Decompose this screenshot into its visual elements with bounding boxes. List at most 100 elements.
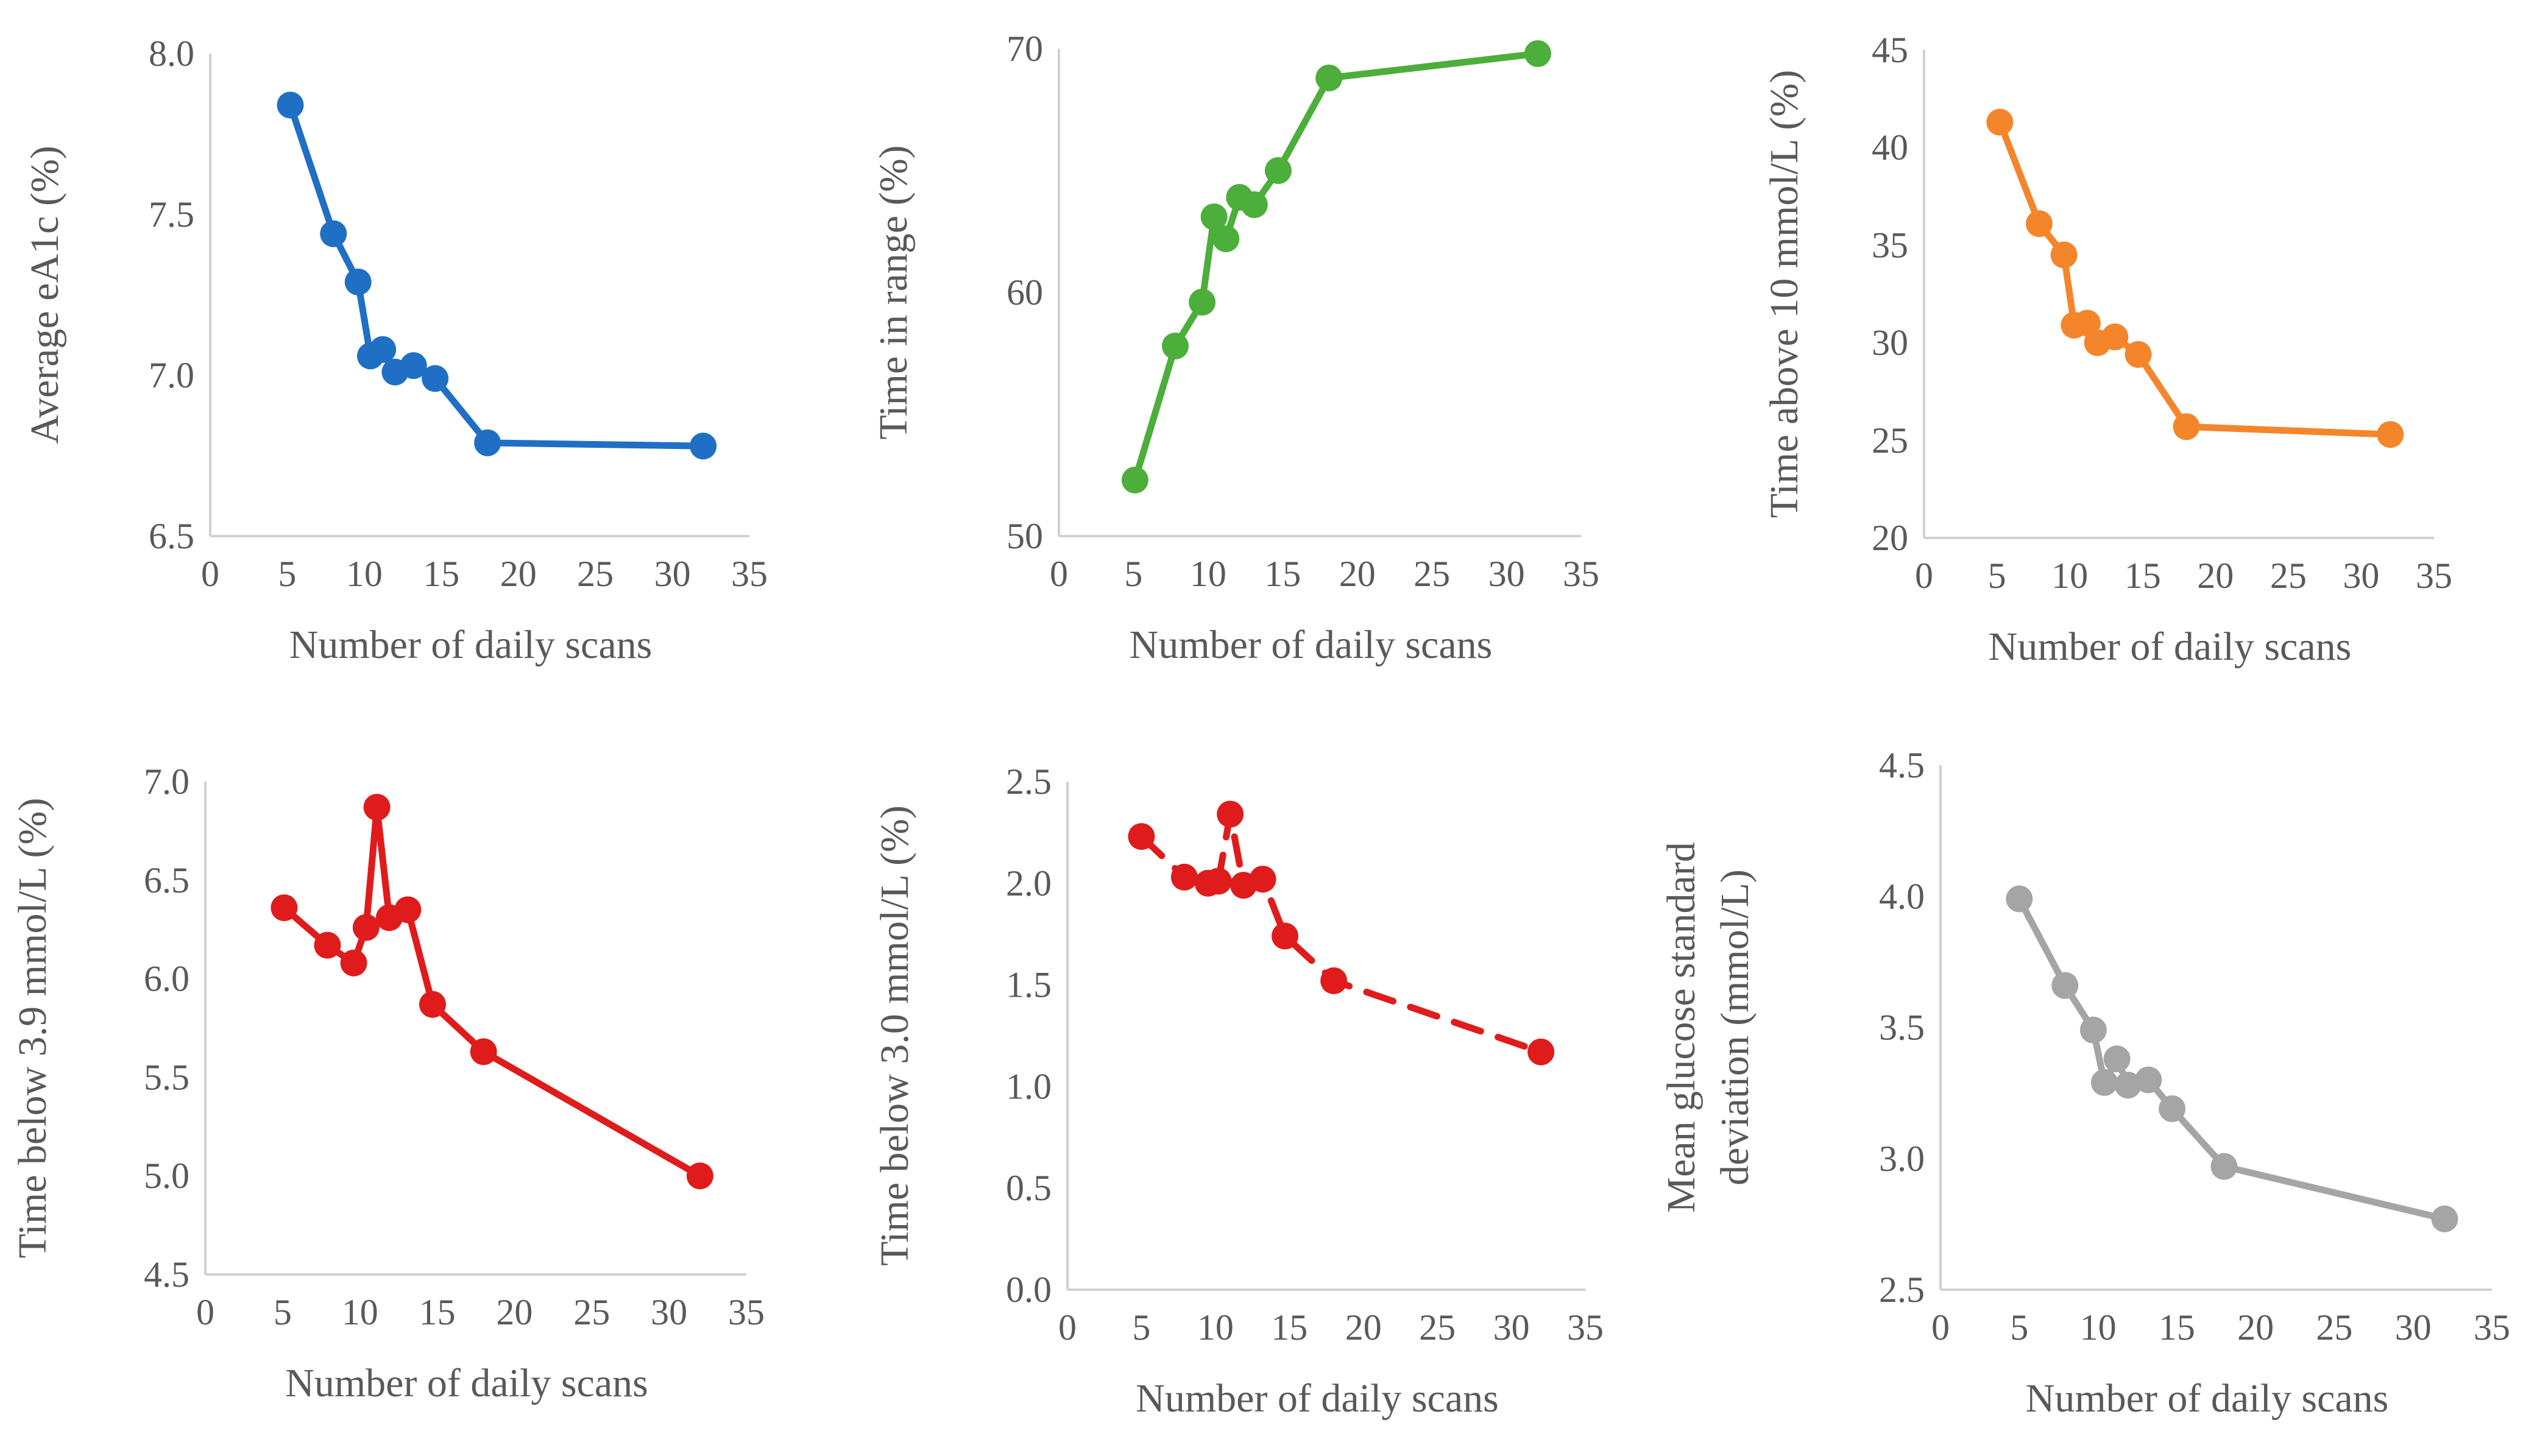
data-point xyxy=(1264,157,1292,184)
x-tick-label: 10 xyxy=(1190,554,1226,594)
data-point xyxy=(2125,341,2152,368)
data-point xyxy=(344,268,372,295)
data-point xyxy=(1189,289,1216,316)
x-tick-label: 25 xyxy=(2270,556,2307,596)
data-point xyxy=(1200,203,1228,230)
x-tick-label: 25 xyxy=(2316,1307,2352,1348)
y-tick-label: 2.5 xyxy=(1879,1270,1925,1310)
data-point xyxy=(1527,1038,1555,1065)
x-tick-label: 15 xyxy=(2125,556,2161,596)
y-axis-label: Time above 10 mmol/L (%) xyxy=(1762,70,1806,518)
data-point xyxy=(470,1038,497,1065)
y-axis-label: Time below 3.0 mmol/L (%) xyxy=(872,805,917,1266)
x-tick-label: 15 xyxy=(423,554,459,594)
data-point xyxy=(422,365,449,392)
data-point xyxy=(352,914,380,941)
y-tick-label: 6.0 xyxy=(144,959,189,999)
x-tick-label: 0 xyxy=(1915,556,1933,596)
data-point xyxy=(1315,65,1343,91)
data-point xyxy=(474,429,501,456)
data-point xyxy=(363,794,391,821)
data-point xyxy=(369,336,397,363)
data-point xyxy=(2079,1016,2107,1044)
x-tick-label: 20 xyxy=(2237,1307,2274,1348)
x-axis-label: Number of daily scans xyxy=(2026,1376,2389,1421)
x-tick-label: 30 xyxy=(654,554,691,594)
y-tick-label: 60 xyxy=(1007,272,1043,313)
y-tick-label: 50 xyxy=(1007,516,1043,556)
data-point xyxy=(1161,333,1189,359)
data-point xyxy=(2006,885,2033,913)
data-point xyxy=(400,352,427,380)
x-tick-label: 15 xyxy=(1271,1307,1307,1348)
data-point xyxy=(314,931,341,959)
y-tick-label: 7.0 xyxy=(149,355,194,395)
y-tick-label: 40 xyxy=(1872,127,1908,168)
y-tick-label: 6.5 xyxy=(144,860,189,900)
data-point xyxy=(2025,210,2053,238)
x-tick-label: 25 xyxy=(1414,554,1450,594)
data-point xyxy=(1249,866,1276,893)
y-tick-label: 0.0 xyxy=(1006,1270,1052,1310)
x-tick-label: 5 xyxy=(2010,1307,2028,1348)
y-tick-label: 0.5 xyxy=(1006,1168,1052,1208)
x-axis-label: Number of daily scans xyxy=(285,1361,648,1405)
data-point xyxy=(419,991,446,1018)
chart-panel-6: 0 5 10 15 20 25 30 35 2.5 3.0 3.5 4.0 4.5 Number of d… xyxy=(1659,745,2510,1421)
x-tick-label: 30 xyxy=(2343,556,2379,596)
x-tick-label: 5 xyxy=(1124,554,1142,594)
x-tick-label: 35 xyxy=(1567,1307,1604,1348)
y-tick-label: 4.0 xyxy=(1879,876,1925,916)
data-point xyxy=(2051,972,2079,999)
y-tick-label: 3.0 xyxy=(1879,1139,1925,1179)
data-point xyxy=(271,894,298,922)
y-tick-label: 7.5 xyxy=(149,194,194,235)
x-tick-label: 35 xyxy=(2416,556,2452,596)
chart-panel-5: 0 5 10 15 20 25 30 35 0.0 0.5 1.0 1.5 2.0 2.5 Number o… xyxy=(872,762,1604,1421)
y-tick-label: 70 xyxy=(1007,29,1043,69)
x-axis-label: Number of daily scans xyxy=(1136,1376,1499,1421)
x-axis-label: Number of daily scans xyxy=(289,623,653,667)
chart-panel-1: 0 5 10 15 20 25 30 35 6.5 7.0 7.5 8.0 Number of dail… xyxy=(23,34,768,667)
y-tick-label: 7.0 xyxy=(144,762,189,802)
data-point xyxy=(1524,40,1551,67)
y-axis-label: Mean glucose standard xyxy=(1659,842,1704,1212)
series-line xyxy=(2015,896,2448,1223)
x-tick-label: 25 xyxy=(1419,1307,1456,1348)
chart-panel-2: 0 5 10 15 20 25 30 35 50 60 70 Number of daily scan… xyxy=(871,29,1599,667)
x-tick-label: 35 xyxy=(731,554,768,594)
data-point xyxy=(1272,922,1298,950)
data-point xyxy=(686,1162,713,1190)
y-tick-label: 35 xyxy=(1872,225,1908,265)
x-tick-label: 5 xyxy=(1988,556,2006,596)
data-point xyxy=(1217,800,1244,828)
x-tick-label: 25 xyxy=(577,554,614,594)
x-tick-label: 20 xyxy=(500,554,537,594)
data-point xyxy=(1240,191,1268,218)
y-tick-label: 6.5 xyxy=(149,516,194,556)
x-tick-label: 5 xyxy=(278,554,296,594)
x-tick-label: 5 xyxy=(1132,1307,1150,1348)
data-point xyxy=(320,220,347,247)
data-point xyxy=(2101,323,2129,350)
x-tick-label: 10 xyxy=(342,1292,378,1332)
x-tick-label: 15 xyxy=(1264,554,1301,594)
x-tick-label: 30 xyxy=(1493,1307,1530,1348)
x-tick-label: 20 xyxy=(1345,1307,1382,1348)
y-tick-label: 2.5 xyxy=(1006,762,1052,802)
data-point xyxy=(2114,1072,2142,1099)
x-tick-label: 0 xyxy=(201,554,219,594)
x-tick-label: 0 xyxy=(1058,1307,1077,1348)
y-tick-label: 25 xyxy=(1872,420,1908,461)
data-point xyxy=(1205,868,1232,895)
data-point xyxy=(2173,413,2200,440)
x-tick-label: 15 xyxy=(419,1292,456,1332)
data-point xyxy=(1320,967,1348,994)
x-tick-label: 10 xyxy=(2080,1307,2117,1348)
y-tick-label: 5.5 xyxy=(144,1057,189,1097)
x-tick-label: 0 xyxy=(196,1292,214,1332)
y-tick-label: 1.5 xyxy=(1006,965,1052,1005)
y-tick-label: 3.5 xyxy=(1879,1008,1925,1048)
x-tick-label: 20 xyxy=(496,1292,533,1332)
x-tick-label: 35 xyxy=(728,1292,765,1332)
